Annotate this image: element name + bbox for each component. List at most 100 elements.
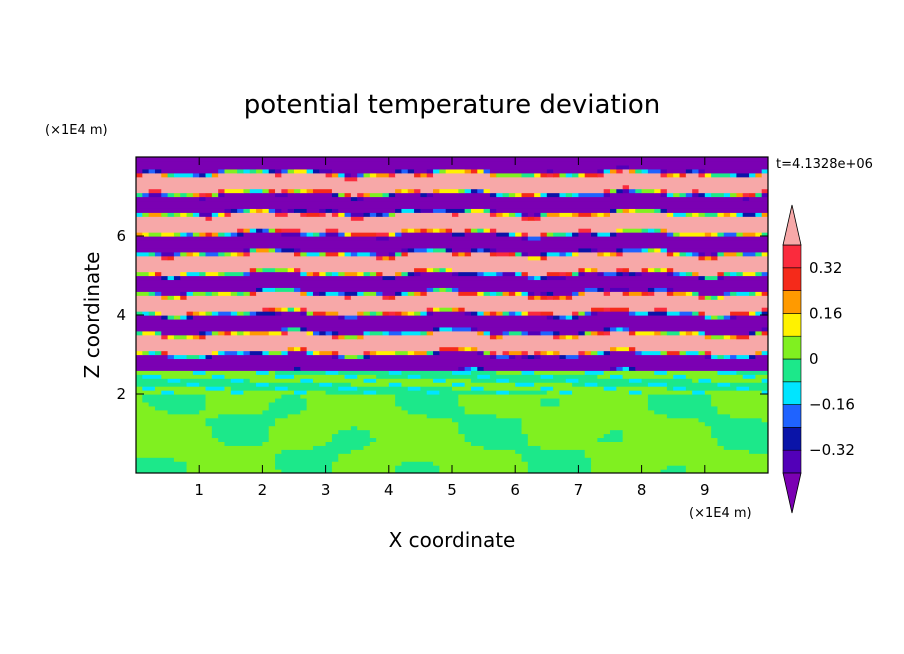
contour-cell: [540, 251, 548, 257]
contour-cell: [673, 172, 681, 178]
contour-cell: [312, 291, 320, 296]
contour-cell: [565, 334, 573, 340]
contour-cell: [508, 378, 567, 383]
contour-cell: [395, 291, 403, 296]
contour-cell: [230, 251, 238, 257]
contour-cell: [610, 212, 668, 217]
contour-cell: [723, 315, 731, 320]
contour-cell: [211, 330, 219, 336]
contour-cell: [344, 271, 358, 277]
contour-cell: [249, 267, 257, 273]
contour-cell: [496, 350, 504, 356]
contour-cell: [610, 330, 630, 336]
contour-cell: [192, 251, 200, 257]
contour-cell: [294, 247, 301, 253]
contour-cell: [685, 350, 700, 356]
contour-cell: [502, 350, 510, 356]
contour-cell: [540, 397, 561, 403]
contour-cell: [527, 216, 535, 221]
contour-cell: [363, 378, 377, 383]
contour-cell: [287, 208, 295, 213]
contour-cell: [540, 236, 768, 241]
contour-cell: [622, 429, 712, 435]
contour-cell: [641, 228, 649, 233]
contour-cell: [742, 196, 750, 202]
contour-cell: [527, 437, 598, 442]
contour-cell: [521, 425, 712, 431]
contour-cell: [186, 311, 194, 316]
contour-cell: [698, 311, 706, 316]
contour-cell: [136, 366, 295, 371]
contour-cell: [749, 354, 756, 360]
contour-cell: [654, 330, 662, 336]
contour-cell: [325, 172, 333, 178]
contour-cell: [136, 200, 768, 205]
contour-cell: [243, 251, 251, 257]
contour-cell: [711, 350, 756, 356]
contour-cell: [489, 354, 497, 360]
contour-cell: [578, 315, 706, 320]
contour-cell: [654, 409, 719, 415]
contour-cell: [376, 251, 390, 257]
contour-cell: [136, 378, 169, 383]
contour-cell: [136, 271, 150, 277]
contour-cell: [591, 469, 662, 473]
contour-cell: [382, 255, 390, 261]
contour-cell: [136, 224, 768, 229]
contour-cell: [622, 208, 630, 213]
contour-cell: [534, 295, 542, 300]
contour-cell: [382, 271, 396, 277]
contour-cell: [142, 350, 150, 356]
contour-cell: [376, 350, 396, 356]
contour-cell: [136, 303, 768, 308]
contour-cell: [173, 315, 181, 320]
contour-cell: [666, 228, 768, 233]
contour-cell: [489, 311, 497, 316]
colorbar-tick-label: 0.16: [809, 304, 842, 322]
contour-cell: [395, 232, 403, 237]
contour-cell: [167, 354, 175, 360]
contour-cell: [666, 247, 768, 253]
contour-cell: [136, 390, 162, 395]
contour-cell: [363, 330, 371, 336]
contour-cell: [350, 216, 365, 221]
contour-cell: [211, 429, 270, 435]
contour-cell: [338, 330, 365, 336]
contour-cell: [641, 390, 693, 395]
contour-cell: [717, 441, 768, 446]
contour-cell: [546, 168, 554, 174]
contour-cell: [186, 461, 276, 466]
contour-cell: [136, 251, 150, 257]
contour-cell: [628, 366, 636, 371]
contour-cell: [357, 354, 365, 360]
contour-cell: [224, 271, 245, 277]
contour-cell: [723, 445, 768, 450]
contour-cell: [148, 192, 162, 198]
contour-cell: [685, 386, 737, 391]
contour-cell: [237, 251, 245, 257]
contour-cell: [704, 168, 763, 174]
contour-cell: [325, 251, 339, 257]
contour-cell: [628, 168, 636, 174]
contour-cell: [262, 287, 276, 292]
contour-cell: [666, 330, 681, 336]
contour-cell: [761, 378, 768, 383]
contour-cell: [559, 271, 567, 277]
contour-cell: [717, 271, 725, 277]
contour-cell: [723, 295, 768, 300]
contour-cell: [300, 394, 396, 399]
contour-cell: [407, 311, 415, 316]
contour-cell: [527, 255, 542, 261]
contour-cell: [350, 232, 377, 237]
contour-cell: [534, 350, 542, 356]
contour-cell: [180, 275, 384, 281]
contour-cell: [294, 188, 301, 194]
contour-cell: [736, 212, 744, 217]
contour-cell: [452, 232, 466, 237]
contour-cell: [230, 378, 245, 383]
contour-cell: [136, 453, 276, 458]
contour-cell: [704, 330, 750, 336]
contour-cell: [666, 168, 687, 174]
contour-cell: [268, 405, 308, 411]
contour-cell: [382, 330, 390, 336]
